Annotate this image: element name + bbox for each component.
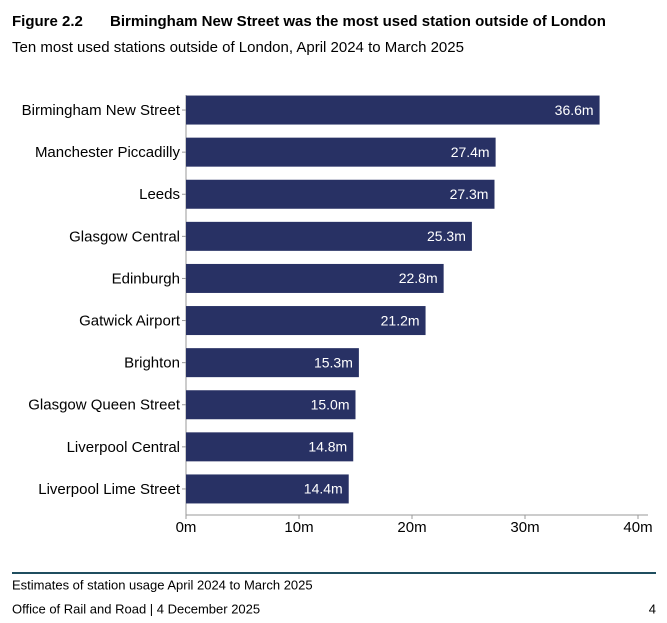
value-label: 15.3m [314,354,353,370]
bar [186,390,356,420]
y-tick-label: Manchester Piccadilly [35,144,181,161]
bar [186,348,359,378]
y-tick-label: Gatwick Airport [79,313,181,330]
value-label: 25.3m [427,228,466,244]
bar [186,137,496,167]
y-tick-label: Leeds [139,186,180,203]
footer-note: Estimates of station usage April 2024 to… [12,577,313,592]
bar [186,263,444,293]
y-tick-label: Edinburgh [112,270,180,287]
value-label: 14.8m [308,439,347,455]
chart-title: Birmingham New Street was the most used … [110,13,606,30]
y-tick-label: Glasgow Central [69,228,180,245]
x-tick-label: 20m [397,519,426,536]
bar [186,179,495,209]
bar [186,221,472,251]
y-tick-label: Glasgow Queen Street [28,397,181,414]
value-label: 15.0m [311,396,350,412]
footer-source: Office of Rail and Road | 4 December 202… [12,601,260,616]
value-label: 27.4m [451,144,490,160]
bar [186,95,600,125]
bar [186,474,349,504]
x-tick-label: 40m [623,519,652,536]
figure-label: Figure 2.2 [12,13,83,30]
x-tick-label: 0m [176,519,197,536]
value-label: 14.4m [304,481,343,497]
y-tick-label: Birmingham New Street [22,102,181,119]
x-tick-label: 10m [284,519,313,536]
bar [186,432,354,462]
x-tick-label: 30m [510,519,539,536]
chart-subtitle: Ten most used stations outside of London… [12,39,464,56]
bar [186,306,426,336]
y-tick-label: Liverpool Central [67,439,180,456]
value-label: 21.2m [381,312,420,328]
value-label: 36.6m [555,102,594,118]
page-number: 4 [649,601,656,616]
value-label: 27.3m [450,186,489,202]
y-tick-label: Liverpool Lime Street [38,481,181,498]
y-tick-label: Brighton [124,355,180,372]
value-label: 22.8m [399,270,438,286]
